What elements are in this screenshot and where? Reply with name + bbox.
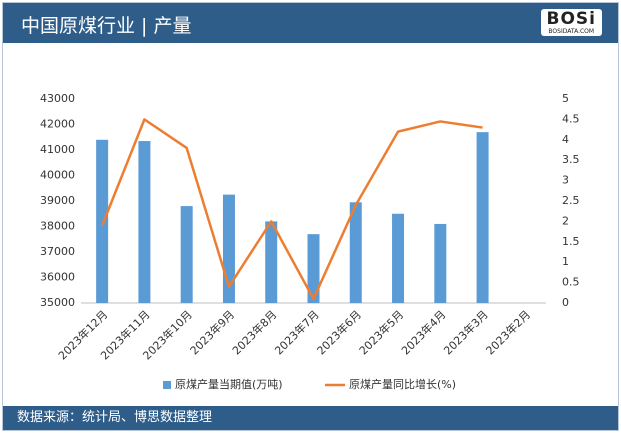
- y-tick-label: 41000: [40, 143, 75, 156]
- bar: [138, 141, 151, 303]
- legend-label: 原煤产量当期值(万吨): [175, 377, 283, 391]
- bar: [392, 213, 405, 303]
- y2-tick-label: 1: [562, 255, 569, 268]
- y2-tick-label: 2.5: [562, 194, 580, 207]
- x-tick-label: 2023年5月: [356, 307, 406, 357]
- y-tick-label: 37000: [40, 245, 75, 258]
- y2-tick-label: 3: [562, 174, 569, 187]
- bar: [434, 223, 447, 303]
- x-tick-label: 2023年9月: [187, 307, 237, 357]
- y2-tick-label: 2: [562, 214, 569, 227]
- bar: [265, 221, 278, 303]
- x-tick-label: 2023年6月: [314, 307, 364, 357]
- y2-tick-label: 0.5: [562, 276, 580, 289]
- x-tick-label: 2023年4月: [398, 307, 448, 357]
- y-tick-label: 35000: [40, 296, 75, 309]
- y2-tick-label: 4.5: [562, 112, 580, 125]
- y2-tick-label: 5: [562, 92, 569, 105]
- x-tick-label: 2023年7月: [272, 307, 322, 357]
- footer: 数据来源：统计局、博思数据整理: [3, 406, 618, 430]
- y2-tick-label: 4: [562, 133, 569, 146]
- x-tick-label: 2023年8月: [229, 307, 279, 357]
- title: 中国原煤行业 | 产量: [21, 15, 192, 37]
- y-tick-label: 43000: [40, 92, 75, 105]
- page: 中国原煤行业 | 产量 BOSi BOSIDATA.COM 35000 36000 3…: [2, 2, 619, 431]
- chart: 35000 36000 37000 38000 39000 40000 41000 42000…: [40, 92, 580, 391]
- x-tick-label: 2023年2月: [483, 307, 533, 357]
- logo-sub: BOSIDATA.COM: [548, 28, 595, 35]
- y2-tick-label: 0: [562, 296, 569, 309]
- source: 数据来源：统计局、博思数据整理: [17, 410, 213, 425]
- y2-tick-label: 3.5: [562, 153, 580, 166]
- y-tick-label: 40000: [40, 169, 75, 182]
- logo: BOSi BOSIDATA.COM: [540, 9, 602, 36]
- legend-swatch: [163, 381, 171, 389]
- y-tick-label: 39000: [40, 194, 75, 207]
- bar: [476, 132, 489, 303]
- bar: [96, 139, 109, 303]
- bar: [307, 234, 320, 303]
- line: [100, 118, 483, 301]
- logo-text: BOSi: [546, 9, 596, 29]
- bar: [180, 206, 193, 303]
- y-tick-label: 38000: [40, 220, 75, 233]
- y2-tick-label: 1.5: [562, 235, 580, 248]
- header: 中国原煤行业 | 产量 BOSi BOSIDATA.COM: [3, 3, 618, 43]
- x-tick-label: 2023年3月: [441, 307, 491, 357]
- bar: [349, 202, 362, 303]
- y-tick-label: 42000: [40, 118, 75, 131]
- legend-label: 原煤产量同比增长(%): [349, 377, 456, 391]
- y-tick-label: 36000: [40, 271, 75, 284]
